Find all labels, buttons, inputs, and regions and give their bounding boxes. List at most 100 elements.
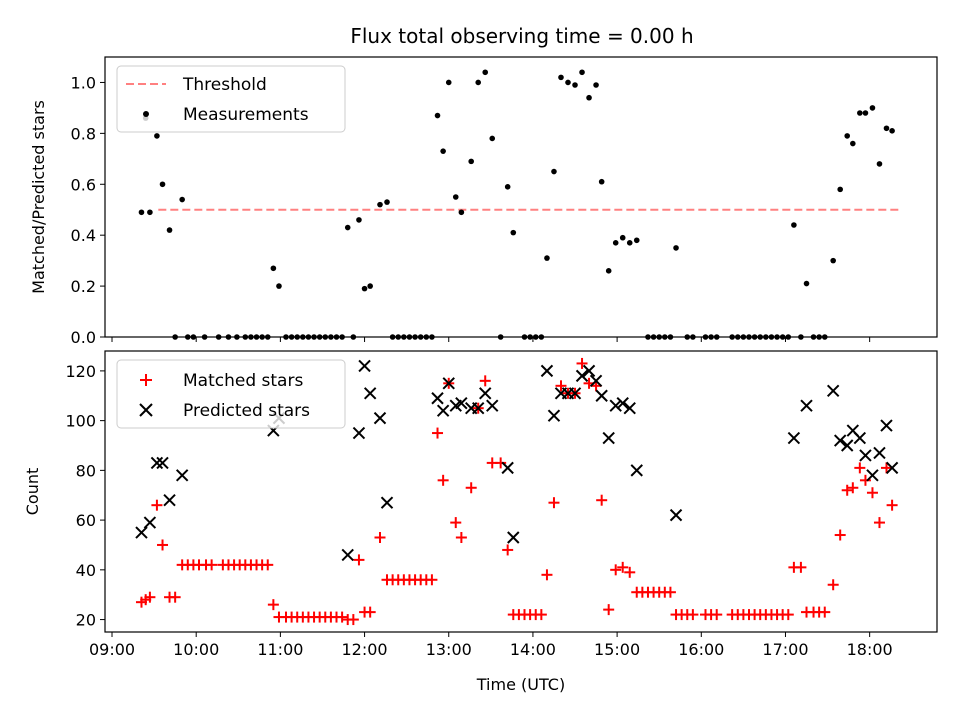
matched-star-point bbox=[262, 559, 274, 571]
x-axis-label: Time (UTC) bbox=[476, 675, 565, 694]
predicted-star-point bbox=[833, 434, 847, 447]
matched-star-point bbox=[664, 586, 676, 598]
bottom-y-tick-label: 40 bbox=[76, 561, 96, 580]
predicted-star-point bbox=[853, 431, 867, 445]
measurement-point bbox=[633, 237, 640, 244]
predicted-star-point bbox=[380, 496, 394, 509]
predicted-star-point bbox=[135, 526, 148, 539]
matched-star-point bbox=[374, 532, 386, 544]
top-panel: 0.0 0.2 0.4 0.6 0.8 1.0 Matched/Predicted sta… bbox=[29, 56, 938, 347]
measurement-point bbox=[837, 186, 843, 193]
predicted-star-point bbox=[175, 469, 189, 482]
measurement-point bbox=[869, 105, 876, 111]
top-legend: Threshold Measurements bbox=[116, 65, 346, 133]
predicted-star-point bbox=[568, 387, 582, 400]
top-y-tick-label: 0.0 bbox=[71, 328, 96, 347]
top-y-tick-label: 0.2 bbox=[71, 277, 96, 296]
matched-star-point bbox=[576, 357, 588, 369]
measurement-point bbox=[458, 209, 465, 216]
measurement-point bbox=[830, 257, 836, 264]
matched-legend-swatch bbox=[140, 374, 152, 386]
predicted-star-point bbox=[575, 369, 589, 383]
bottom-y-tick-label: 80 bbox=[76, 461, 96, 480]
measurement-point bbox=[551, 168, 557, 175]
predicted-star-point bbox=[150, 456, 164, 470]
predicted-star-point bbox=[501, 461, 514, 475]
measurement-point bbox=[579, 69, 585, 76]
matched-star-point bbox=[206, 559, 218, 571]
matched-star-point bbox=[465, 482, 477, 494]
measurement-point bbox=[803, 280, 810, 287]
matched-star-point bbox=[555, 380, 567, 392]
matched-star-point bbox=[450, 517, 462, 529]
predicted-star-point bbox=[472, 401, 485, 415]
measurement-point bbox=[883, 125, 890, 132]
predicted-star-point bbox=[547, 409, 561, 422]
top-y-axis-label: Matched/Predicted stars bbox=[29, 100, 48, 294]
matched-star-point bbox=[687, 609, 699, 621]
x-tick-label: 13:00 bbox=[426, 640, 472, 659]
predicted-star-point bbox=[630, 464, 643, 477]
matched-star-point bbox=[432, 427, 444, 439]
measurement-point bbox=[270, 265, 277, 272]
measurement-point bbox=[475, 79, 482, 86]
measurement-point bbox=[276, 283, 282, 289]
measurement-point bbox=[440, 148, 446, 154]
measurement-point bbox=[482, 69, 489, 76]
top-y-tick-label: 1.0 bbox=[71, 73, 96, 92]
matched-star-point bbox=[624, 566, 636, 578]
measurement-point bbox=[154, 133, 160, 139]
bottom-y-tick-label: 60 bbox=[76, 511, 96, 530]
matched-star-point bbox=[426, 574, 438, 586]
measurement-point bbox=[889, 128, 895, 134]
measurement-point bbox=[138, 209, 145, 216]
matched-star-point bbox=[353, 554, 365, 566]
x-tick-label: 10:00 bbox=[173, 640, 219, 659]
predicted-star-point bbox=[163, 493, 176, 507]
measurement-point bbox=[356, 217, 362, 223]
predicted-star-point bbox=[507, 531, 520, 544]
predicted-legend-label: Predicted stars bbox=[183, 401, 310, 421]
predicted-star-point bbox=[431, 392, 444, 405]
predicted-star-point bbox=[609, 399, 622, 412]
measurement-point bbox=[876, 161, 883, 167]
measurement-point bbox=[862, 110, 869, 116]
predicted-star-point bbox=[156, 456, 169, 470]
measurements-legend-label: Measurements bbox=[183, 105, 309, 125]
measurement-point bbox=[179, 196, 185, 203]
matched-star-point bbox=[873, 517, 885, 529]
bottom-y-tick-label: 120 bbox=[65, 362, 96, 381]
matched-star-point bbox=[502, 544, 514, 556]
matched-star-point bbox=[880, 462, 892, 474]
x-tick-label: 16:00 bbox=[678, 640, 724, 659]
predicted-star-point bbox=[455, 397, 468, 410]
measurement-point bbox=[489, 135, 496, 142]
predicted-star-point bbox=[363, 387, 377, 400]
matched-star-point bbox=[886, 499, 898, 511]
measurement-point bbox=[565, 79, 571, 86]
x-tick-label: 14:00 bbox=[510, 640, 556, 659]
measurement-point bbox=[572, 82, 578, 88]
x-tick-label: 12:00 bbox=[342, 640, 388, 659]
matched-star-point bbox=[364, 606, 376, 618]
matched-star-point bbox=[144, 591, 156, 603]
predicted-star-point bbox=[787, 431, 801, 445]
matched-star-point bbox=[819, 606, 831, 618]
predicted-star-point bbox=[582, 364, 596, 378]
predicted-star-point bbox=[352, 426, 366, 440]
predicted-star-point bbox=[486, 399, 499, 412]
predicted-star-point bbox=[341, 548, 354, 562]
bottom-panel: 09:00 10:00 11:00 12:00 13:00 14:00 15:00 16:00… bbox=[23, 350, 938, 694]
predicted-star-point bbox=[873, 446, 886, 460]
measurement-point bbox=[452, 194, 459, 200]
matched-star-point bbox=[548, 497, 560, 509]
measurement-point bbox=[344, 224, 351, 231]
measurement-point bbox=[434, 112, 441, 119]
measurement-point bbox=[468, 158, 474, 165]
measurement-point bbox=[612, 240, 619, 246]
x-tick-label: 15:00 bbox=[594, 640, 640, 659]
measurement-point bbox=[147, 209, 153, 216]
top-axes-frame bbox=[104, 56, 938, 338]
matched-star-point bbox=[827, 579, 839, 591]
